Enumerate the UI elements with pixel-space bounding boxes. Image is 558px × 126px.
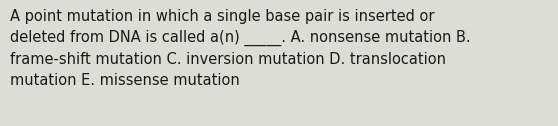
Text: A point mutation in which a single base pair is inserted or
deleted from DNA is : A point mutation in which a single base … (10, 9, 470, 88)
